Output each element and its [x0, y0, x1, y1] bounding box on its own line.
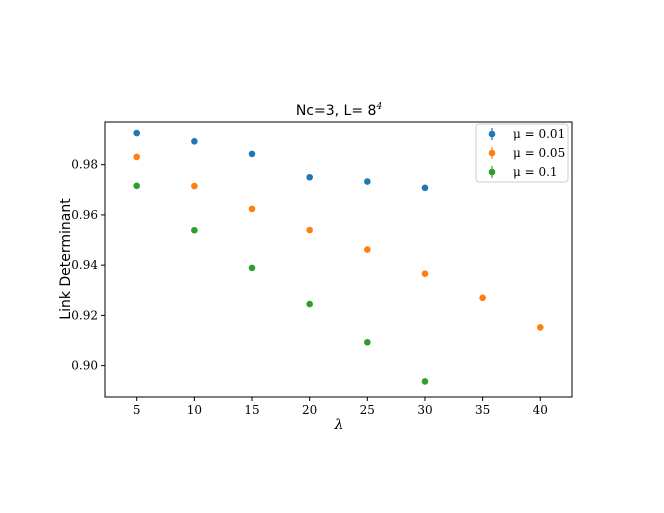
- data-point: [133, 153, 141, 161]
- data-point: [306, 300, 313, 308]
- y-axis-ticks: 0.90 0.92 0.94 0.96 0.98: [71, 158, 105, 373]
- data-point: [364, 338, 371, 346]
- data-points: [133, 129, 544, 385]
- legend-marker: [488, 130, 496, 138]
- legend-label: μ = 0.05: [513, 146, 565, 160]
- x-tick-label: 40: [533, 403, 548, 417]
- data-point: [421, 270, 429, 277]
- data-point: [133, 182, 141, 190]
- data-point: [248, 150, 256, 158]
- x-tick-label: 30: [417, 403, 432, 417]
- chart-title-text: Nc=3, L= 8: [296, 103, 377, 119]
- chart-title: Nc=3, L= 84: [296, 102, 383, 119]
- legend-marker: [488, 149, 496, 157]
- legend-label: μ = 0.01: [513, 127, 565, 141]
- plot-area-frame: [104, 121, 573, 398]
- y-tick-label: 0.98: [71, 158, 98, 172]
- legend-marker: [488, 168, 496, 176]
- legend-label: μ = 0.1: [513, 165, 558, 179]
- x-tick-label: 20: [302, 403, 317, 417]
- data-point: [248, 205, 256, 213]
- data-point: [364, 178, 371, 185]
- data-point: [191, 182, 198, 190]
- data-point: [248, 264, 256, 272]
- y-tick-label: 0.92: [71, 308, 98, 322]
- data-point: [536, 324, 544, 331]
- data-point: [479, 294, 486, 302]
- legend: μ = 0.01 μ = 0.05 μ = 0.1: [475, 123, 569, 183]
- x-tick-label: 15: [244, 403, 259, 417]
- x-tick-label: 5: [133, 403, 141, 417]
- data-point: [421, 184, 429, 192]
- y-tick-label: 0.94: [71, 258, 98, 272]
- data-point: [306, 173, 313, 181]
- x-axis-ticks: 5 10 15 20 25 30 35 40: [133, 397, 548, 417]
- y-tick-label: 0.96: [71, 208, 98, 222]
- data-point: [306, 226, 313, 234]
- x-tick-label: 10: [187, 403, 202, 417]
- data-point: [421, 378, 429, 385]
- data-point: [191, 138, 198, 145]
- x-tick-label: 35: [475, 403, 490, 417]
- y-tick-label: 0.90: [71, 359, 98, 373]
- data-point: [364, 246, 371, 253]
- data-point: [191, 226, 198, 234]
- data-point: [133, 129, 141, 137]
- x-tick-label: 25: [360, 403, 375, 417]
- legend-box: [475, 123, 569, 183]
- chart-title-superscript: 4: [375, 102, 382, 112]
- y-axis-label: Link Determinant: [58, 198, 74, 320]
- x-axis-label: λ: [334, 417, 344, 433]
